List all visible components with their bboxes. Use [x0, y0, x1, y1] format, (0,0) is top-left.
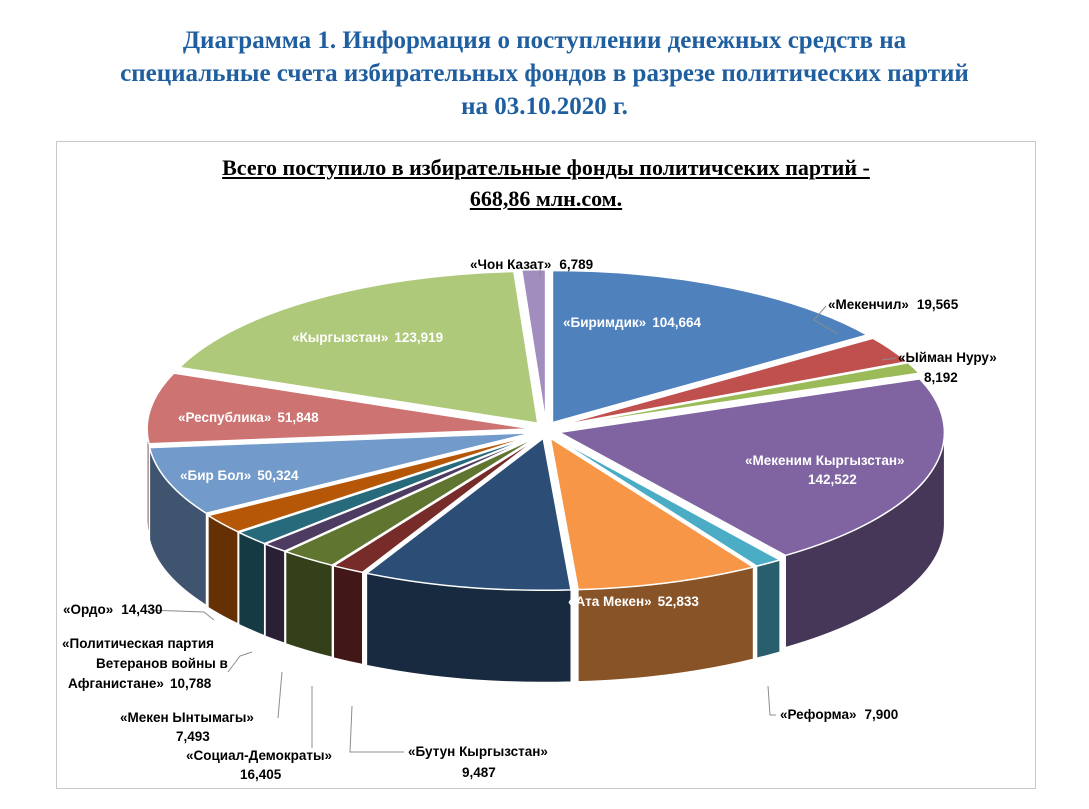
slice-10-политическая-партия-ветеранов-войны-в-афганистане-side: [238, 531, 265, 637]
slice-6-бутун-кыргызстан-top: [364, 436, 572, 591]
slice-3-мекеним-кыргызстан-top: [557, 378, 946, 557]
label-birimdik: «Биримдик» 104,664: [563, 315, 701, 330]
leader-line-reforma: [767, 685, 776, 716]
label-butun-value: 9,487: [462, 765, 496, 780]
page-title: Диаграмма 1. Информация о поступлении де…: [40, 24, 1049, 123]
slice-7-бутун-кыргызстан-9-487-top: [331, 436, 540, 574]
label-reforma: «Реформа» 7,900: [780, 707, 898, 722]
label-meken-yntymagy-value: 7,493: [176, 729, 210, 744]
slice-10-политическая-партия-ветеранов-войны-в-афганистане-top: [236, 434, 536, 545]
leader-lines: [147, 266, 897, 753]
slice-13-республика-side: [146, 428, 150, 536]
label-social-dem-name: «Социал-Демократы»: [186, 748, 332, 763]
slice-11-ордо-top: [206, 434, 535, 533]
slice-8-социал-демократы-top: [283, 436, 539, 567]
label-yiman-nuru-name: «Ыйман Нуру»: [898, 350, 997, 365]
label-kyrgyzstan: «Кыргызстан» 123,919: [292, 330, 443, 345]
chart-title-line-2: 668,86 млн.сом.: [469, 186, 623, 211]
chart-title: Всего поступило в избирательные фонды по…: [60, 152, 1032, 214]
data-labels: «Чон Казат» 6,789 «Биримдик» 104,664 «Меке…: [62, 257, 997, 782]
pie-tops: [146, 268, 946, 591]
label-ata-meken: «Ата Мекен» 52,833: [568, 594, 699, 609]
leader-line-mekenchil: [813, 305, 839, 335]
leader-line-yiman-nuru: [881, 357, 897, 361]
slice-15-чон-казат-top: [520, 268, 547, 422]
slice-9-мекен-ынтымагы-side: [264, 543, 286, 644]
label-social-dem-value: 16,405: [240, 767, 282, 782]
label-mekenchil: «Мекенчил» 19,565: [828, 297, 959, 312]
label-afgan-line-3: Афганистане» 10,788: [68, 676, 212, 691]
slice-0-биримдик-top: [551, 269, 870, 424]
slice-4-реформа-top: [553, 436, 782, 567]
leader-line-meken-yntymagy: [277, 671, 283, 719]
label-afgan-line-1: «Политическая партия: [62, 636, 214, 651]
slice-5-ата-мекен-top: [549, 436, 756, 591]
leader-line-butun: [349, 705, 404, 753]
leader-line-afgan: [227, 651, 253, 673]
slice-7-бутун-кыргызстан-9-487-side: [333, 565, 364, 665]
slice-2-ыйман-нуру-top: [558, 361, 921, 428]
slice-14-кыргызстан-top: [178, 270, 539, 425]
slice-12-бир-бол-top: [148, 431, 533, 515]
label-afgan-line-2: Ветеранов войны в: [96, 656, 228, 671]
label-mekenim-name: «Мекеним Кыргызстан»: [745, 453, 905, 468]
slice-8-социал-демократы-side: [285, 551, 333, 658]
slice-1-мекенчил-top: [557, 337, 909, 427]
slice-9-мекен-ынтымагы-top: [263, 435, 537, 552]
label-chon-kazat: «Чон Казат» 6,789: [470, 257, 593, 272]
slice-4-реформа-side: [756, 559, 781, 659]
page-title-line-3: на 03.10.2020 г.: [461, 93, 628, 120]
label-yiman-nuru-value: 8,192: [924, 370, 958, 385]
label-butun-name: «Бутун Кыргызстан»: [408, 744, 548, 759]
page-title-line-2: специальные счета избирательных фондов в…: [120, 60, 969, 87]
label-ordo: «Ордо» 14,430: [63, 602, 163, 617]
label-mekenim-value: 142,522: [808, 472, 857, 487]
slice-11-ордо-side: [207, 514, 239, 625]
leader-line-ordo: [147, 609, 215, 621]
chart-title-line-1: Всего поступило в избирательные фонды по…: [222, 155, 870, 180]
label-respublika: «Республика» 51,848: [178, 410, 319, 425]
label-bir-bol: «Бир Бол» 50,324: [180, 468, 299, 483]
page-title-line-1: Диаграмма 1. Информация о поступлении де…: [182, 27, 907, 54]
label-meken-yntymagy-name: «Мекен Ынтымагы»: [120, 710, 254, 725]
slice-13-республика-top: [146, 372, 533, 445]
